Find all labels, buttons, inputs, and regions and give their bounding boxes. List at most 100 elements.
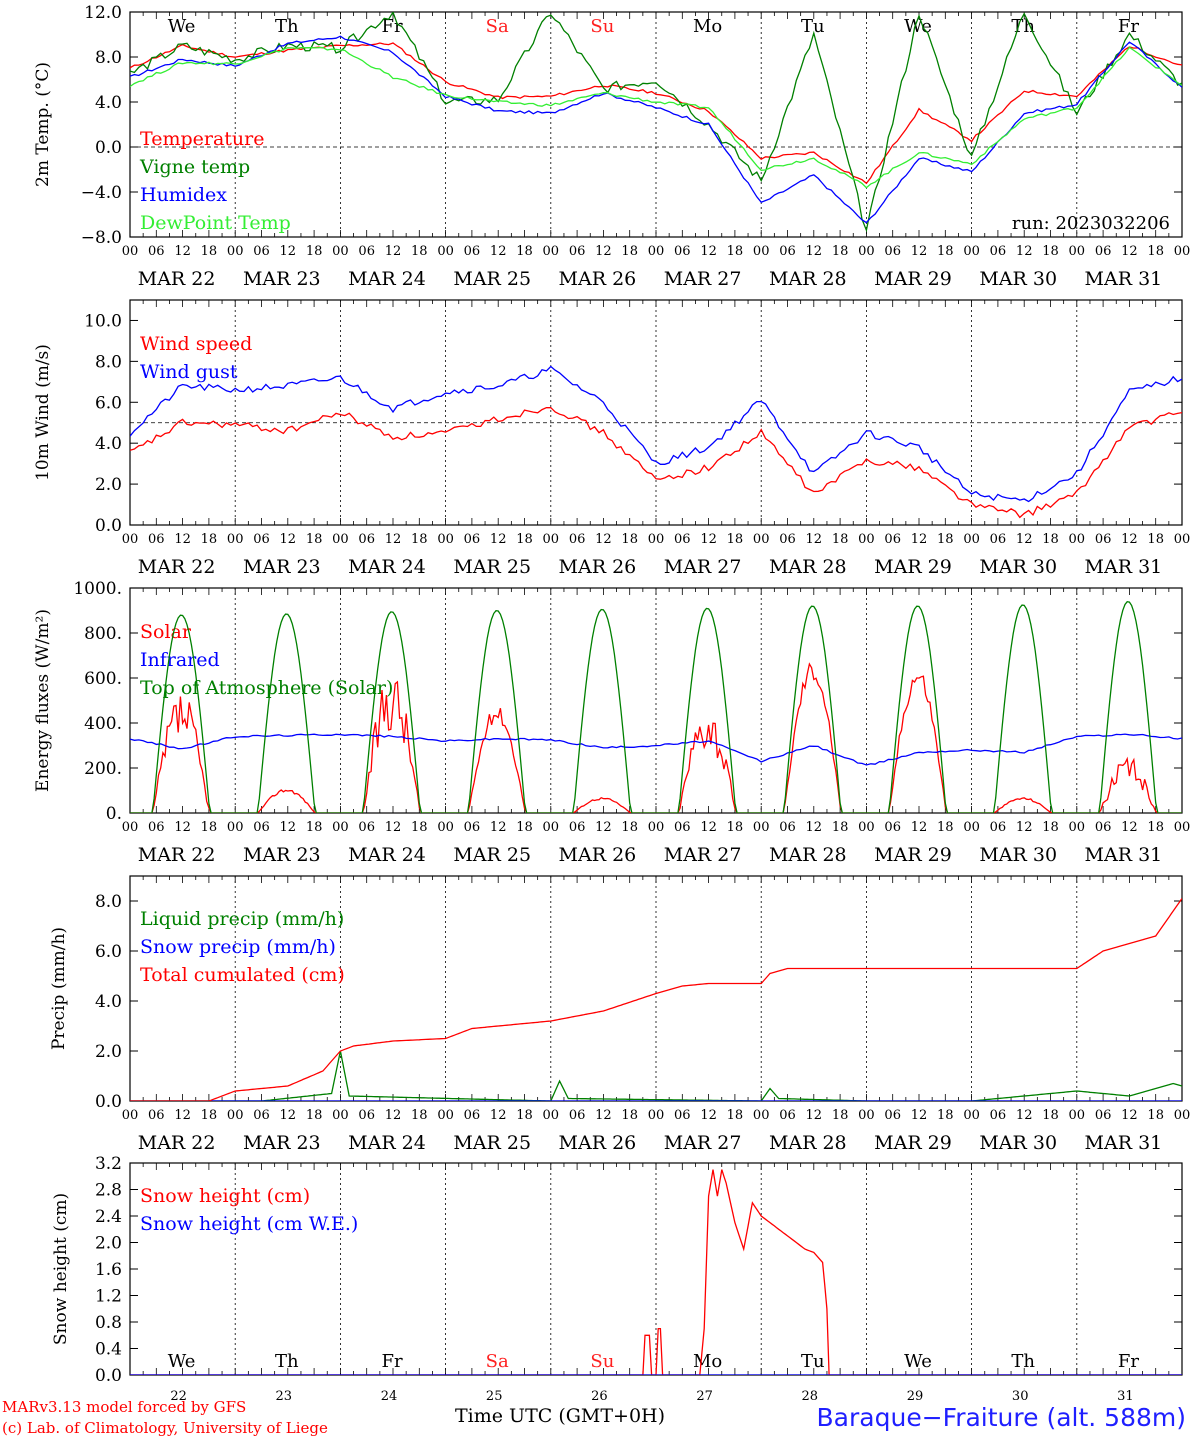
x-hour-label: 06 <box>884 1108 901 1123</box>
x-hour-label: 00 <box>227 820 244 835</box>
x-day-number: 22 <box>170 1389 187 1404</box>
series-line-infrared <box>130 733 1182 766</box>
x-date-label: MAR 25 <box>453 268 531 290</box>
x-hour-label: 06 <box>674 1108 691 1123</box>
weekday-label: We <box>168 16 196 37</box>
x-hour-label: 06 <box>464 820 481 835</box>
x-date-label: MAR 28 <box>769 268 847 290</box>
x-hour-label: 00 <box>122 820 139 835</box>
x-hour-label: 18 <box>621 1108 638 1123</box>
x-hour-label: 18 <box>937 244 954 259</box>
x-day-number: 27 <box>696 1389 713 1404</box>
x-hour-label: 06 <box>884 532 901 547</box>
weekday-label: Mo <box>693 16 722 37</box>
x-hour-label: 18 <box>937 820 954 835</box>
x-hour-label: 06 <box>253 244 270 259</box>
x-hour-label: 18 <box>1042 532 1059 547</box>
x-date-label: MAR 22 <box>138 1132 216 1154</box>
x-hour-label: 18 <box>832 532 849 547</box>
x-hour-label: 12 <box>174 820 191 835</box>
y-axis-label: Precip (mm/h) <box>49 927 69 1050</box>
legend-entry: Humidex <box>140 184 227 206</box>
x-hour-label: 12 <box>806 244 823 259</box>
y-axis-label: Snow height (cm) <box>51 1193 71 1345</box>
x-hour-label: 00 <box>1174 820 1191 835</box>
legend-entry: Infrared <box>140 649 220 671</box>
x-hour-label: 12 <box>174 1108 191 1123</box>
x-hour-label: 00 <box>543 1108 560 1123</box>
x-hour-label: 06 <box>990 820 1007 835</box>
x-hour-label: 12 <box>700 1108 717 1123</box>
x-hour-label: 00 <box>963 532 980 547</box>
x-hour-label: 06 <box>779 820 796 835</box>
weekday-label: Fr <box>1118 1351 1139 1372</box>
x-hour-label: 00 <box>753 244 770 259</box>
x-hour-label: 18 <box>306 820 323 835</box>
x-date-label: MAR 22 <box>138 844 216 866</box>
x-hour-label: 12 <box>700 532 717 547</box>
x-hour-label: 12 <box>700 244 717 259</box>
x-hour-label: 18 <box>411 1108 428 1123</box>
x-date-label: MAR 27 <box>664 556 742 578</box>
y-tick-label: 200. <box>84 759 122 779</box>
series-line-humidex <box>130 35 1182 224</box>
x-hour-label: 18 <box>306 1108 323 1123</box>
x-hour-label: 12 <box>911 532 928 547</box>
x-hour-label: 00 <box>332 532 349 547</box>
x-hour-label: 00 <box>648 1108 665 1123</box>
x-date-label: MAR 28 <box>769 556 847 578</box>
x-hour-label: 06 <box>148 244 165 259</box>
x-hour-label: 00 <box>1174 532 1191 547</box>
panel-temperature: 12.0 8.0 4.0 0.0 −4.0 −8.0 2m Temp. (°C) 00 06 12… <box>33 3 1190 290</box>
x-hour-label: 18 <box>306 244 323 259</box>
x-day-number: 24 <box>381 1389 398 1404</box>
x-date-label: MAR 23 <box>243 556 321 578</box>
x-date-label: MAR 26 <box>559 844 637 866</box>
x-hour-label: 12 <box>385 1108 402 1123</box>
x-hour-label: 18 <box>1147 820 1164 835</box>
y-tick-label: 1.2 <box>95 1287 122 1307</box>
x-hour-label: 12 <box>1121 244 1138 259</box>
x-hour-label: 00 <box>648 244 665 259</box>
x-hour-label: 18 <box>727 1108 744 1123</box>
x-hour-label: 06 <box>464 244 481 259</box>
x-date-label: MAR 22 <box>138 556 216 578</box>
x-hour-label: 06 <box>884 820 901 835</box>
x-date-label: MAR 22 <box>138 268 216 290</box>
x-hour-label: 18 <box>516 1108 533 1123</box>
y-tick-label: −4.0 <box>81 183 122 203</box>
x-date-label: MAR 26 <box>559 268 637 290</box>
panel-energy: 1000. 800. 600. 400. 200. 0. Energy fluxes (W/… <box>33 579 1190 866</box>
x-hour-label: 00 <box>648 820 665 835</box>
x-hour-label: 00 <box>437 1108 454 1123</box>
x-hour-label: 12 <box>1016 532 1033 547</box>
x-day-number: 31 <box>1117 1389 1134 1404</box>
series-line-liquid-precip-mm-h- <box>130 1050 1182 1101</box>
y-tick-label: 400. <box>84 714 122 734</box>
x-hour-label: 18 <box>832 1108 849 1123</box>
x-hour-label: 12 <box>280 1108 297 1123</box>
x-date-label: MAR 29 <box>874 556 952 578</box>
x-hour-label: 12 <box>595 1108 612 1123</box>
x-hour-label: 00 <box>1069 532 1086 547</box>
x-hour-label: 00 <box>858 244 875 259</box>
y-tick-label: 8.0 <box>95 892 122 912</box>
panel-precip: 8.0 6.0 4.0 2.0 0.0 Precip (mm/h) 00 06 12 18 MAR … <box>49 875 1190 1154</box>
x-hour-label: 06 <box>1095 532 1112 547</box>
x-hour-label: 00 <box>858 1108 875 1123</box>
weekday-label: Sa <box>486 1351 509 1372</box>
x-hour-label: 06 <box>1095 820 1112 835</box>
y-tick-label: 6.0 <box>95 942 122 962</box>
x-hour-label: 00 <box>753 532 770 547</box>
x-date-label: MAR 31 <box>1085 844 1163 866</box>
y-tick-label: 8.0 <box>95 48 122 68</box>
x-hour-label: 12 <box>1016 244 1033 259</box>
x-day-number: 26 <box>591 1389 608 1404</box>
legend-entry: Snow height (cm W.E.) <box>140 1213 358 1235</box>
x-hour-label: 12 <box>806 820 823 835</box>
x-hour-label: 00 <box>332 1108 349 1123</box>
weekday-label: Sa <box>486 16 509 37</box>
series-line-solar <box>130 662 1182 813</box>
x-hour-label: 06 <box>358 244 375 259</box>
x-hour-label: 06 <box>569 820 586 835</box>
